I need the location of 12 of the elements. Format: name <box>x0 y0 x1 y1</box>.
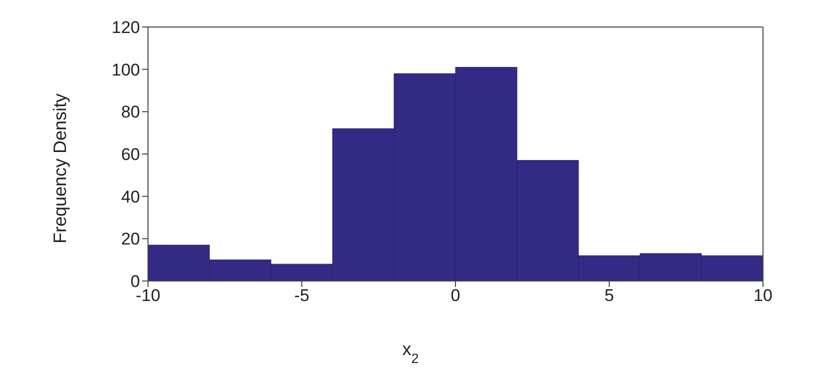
y-tick-label: 80 <box>121 102 140 122</box>
x-tick-label: 0 <box>450 286 460 306</box>
x-tick-label: -5 <box>294 286 310 306</box>
y-axis-title: Frequency Density <box>50 93 70 244</box>
y-tick-label: 40 <box>121 187 140 206</box>
y-tick-label: 120 <box>112 18 140 38</box>
x-axis-title: x$_{2}$ <box>402 339 419 366</box>
y-tick-label: 100 <box>112 60 140 80</box>
x-tick-label: 5 <box>604 286 614 306</box>
y-tick-label: 60 <box>121 145 140 164</box>
x-tick-label: 10 <box>754 286 772 306</box>
y-tick-label: 20 <box>121 230 140 249</box>
